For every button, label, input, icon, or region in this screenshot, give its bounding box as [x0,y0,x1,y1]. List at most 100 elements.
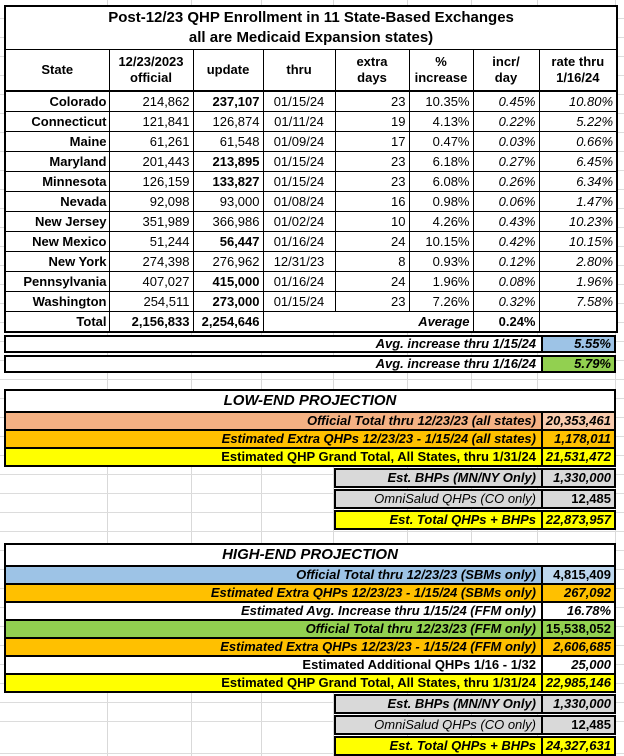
total-official-cell: 2,156,833 [108,311,194,333]
incr-per-day-cell: 0.32% [472,291,540,312]
high-end-row-value: 24,327,631 [541,738,614,754]
low-end-row-4: OmniSalud QHPs (CO only) 12,485 [334,489,616,509]
high-end-row-value: 12,485 [541,717,614,733]
rate-thru-cell: 10.23% [538,211,618,232]
high-end-row-label: Estimated Avg. Increase thru 1/15/24 (FF… [6,603,541,619]
low-end-row-label: Official Total thru 12/23/23 (all states… [6,413,541,429]
official-cell: 254,511 [108,291,194,312]
high-end-row-value: 16.78% [541,603,614,619]
thru-date-cell: 01/15/24 [262,171,336,192]
low-end-row-1: Estimated Extra QHPs 12/23/23 - 1/15/24 … [6,429,614,447]
enrollment-table: Post-12/23 QHP Enrollment in 11 State-Ba… [4,5,619,333]
state-name-cell: New Mexico [4,231,110,252]
extra-days-cell: 23 [334,90,410,112]
high-end-row-label: Official Total thru 12/23/23 (FFM only) [6,621,541,637]
thru-date-cell: 01/08/24 [262,191,336,212]
high-end-row-value: 2,606,685 [541,639,614,655]
rate-thru-cell: 6.45% [538,151,618,172]
incr-per-day-cell: 0.08% [472,271,540,292]
extra-days-cell: 17 [334,131,410,152]
official-cell: 121,841 [108,111,194,132]
low-end-row-value: 1,178,011 [541,431,614,447]
extra-days-cell: 23 [334,171,410,192]
total-row: Total 2,156,833 2,254,646 Average 0.24% [4,311,618,333]
avg-increase-row-1: Avg. increase thru 1/16/24 5.79% [4,355,616,373]
extra-days-cell: 24 [334,231,410,252]
low-end-row-2: Estimated QHP Grand Total, All States, t… [6,447,614,465]
state-name-cell: Maine [4,131,110,152]
incr-per-day-cell: 0.27% [472,151,540,172]
high-end-row-label: Estimated Extra QHPs 12/23/23 - 1/15/24 … [6,639,541,655]
thru-date-cell: 01/02/24 [262,211,336,232]
avg-increase-value: 5.79% [541,357,614,371]
extra-days-cell: 10 [334,211,410,232]
rate-thru-cell: 1.47% [538,191,618,212]
state-name-cell: Colorado [4,90,110,112]
official-cell: 274,398 [108,251,194,272]
high-end-row-0: Official Total thru 12/23/23 (SBMs only)… [6,565,614,583]
col-header-0: State [4,49,110,92]
high-end-row-2: Estimated Avg. Increase thru 1/15/24 (FF… [6,601,614,619]
state-row: New Mexico 51,244 56,447 01/16/24 24 10.15% 0.… [4,231,618,252]
low-end-row-label: Est. Total QHPs + BHPs [336,512,541,528]
spreadsheet: Post-12/23 QHP Enrollment in 11 State-Ba… [4,5,619,756]
rate-thru-cell: 10.80% [538,90,618,112]
thru-date-cell: 01/16/24 [262,231,336,252]
low-end-row-label: Est. BHPs (MN/NY Only) [336,470,541,486]
high-end-row-label: OmniSalud QHPs (CO only) [336,717,541,733]
avg-increase-row-0: Avg. increase thru 1/15/24 5.55% [4,335,616,353]
rate-thru-cell: 0.66% [538,131,618,152]
high-end-row-value: 25,000 [541,657,614,673]
col-header-6: incr/ day [472,49,540,92]
state-row: Nevada 92,098 93,000 01/08/24 16 0.98% 0.06% 1.… [4,191,618,212]
column-header-row: State 12/23/2023 official update thru extra … [4,49,618,92]
high-end-row-5: Estimated Additional QHPs 1/16 - 1/32 25,… [6,655,614,673]
state-name-cell: Minnesota [4,171,110,192]
update-cell: 56,447 [192,231,264,252]
pct-increase-cell: 0.93% [408,251,474,272]
state-row: Washington 254,511 273,000 01/15/24 23 7.26% 0… [4,291,618,312]
low-end-row-0: Official Total thru 12/23/23 (all states… [6,411,614,429]
incr-per-day-cell: 0.45% [472,90,540,112]
thru-date-cell: 01/16/24 [262,271,336,292]
high-end-row-label: Estimated Additional QHPs 1/16 - 1/32 [6,657,541,673]
state-name-cell: Pennsylvania [4,271,110,292]
high-end-row-8: OmniSalud QHPs (CO only) 12,485 [334,715,616,735]
title-row: Post-12/23 QHP Enrollment in 11 State-Ba… [4,5,618,50]
total-label-cell: Total [4,311,110,333]
high-end-row-value: 1,330,000 [541,696,614,712]
high-end-row-value: 15,538,052 [541,621,614,637]
high-end-row-value: 267,092 [541,585,614,601]
thru-date-cell: 01/15/24 [262,291,336,312]
state-name-cell: Washington [4,291,110,312]
state-name-cell: Nevada [4,191,110,212]
update-cell: 213,895 [192,151,264,172]
low-end-row-label: OmniSalud QHPs (CO only) [336,491,541,507]
thru-date-cell: 01/11/24 [262,111,336,132]
title-line-2: all are Medicaid Expansion states) [188,29,434,46]
avg-increase-label: Avg. increase thru 1/16/24 [375,356,536,371]
high-end-box: HIGH-END PROJECTION Official Total thru 1… [4,543,616,693]
update-cell: 366,986 [192,211,264,232]
rate-thru-cell: 1.96% [538,271,618,292]
update-cell: 126,874 [192,111,264,132]
low-end-box: LOW-END PROJECTION Official Total thru 12… [4,389,616,467]
col-header-3: thru [262,49,336,92]
pct-increase-cell: 0.98% [408,191,474,212]
thru-date-cell: 01/15/24 [262,90,336,112]
state-row: New Jersey 351,989 366,986 01/02/24 10 4.26% 0… [4,211,618,232]
total-incr-day-cell: 0.24% [472,311,540,333]
incr-per-day-cell: 0.42% [472,231,540,252]
low-end-header: LOW-END PROJECTION [6,391,614,411]
pct-increase-cell: 1.96% [408,271,474,292]
low-end-row-label: Estimated QHP Grand Total, All States, t… [6,449,541,465]
extra-days-cell: 16 [334,191,410,212]
high-end-row-value: 4,815,409 [541,567,614,583]
pct-increase-cell: 7.26% [408,291,474,312]
rate-thru-cell: 5.22% [538,111,618,132]
pct-increase-cell: 10.35% [408,90,474,112]
extra-days-cell: 8 [334,251,410,272]
thru-date-cell: 01/09/24 [262,131,336,152]
low-end-row-label: Estimated Extra QHPs 12/23/23 - 1/15/24 … [6,431,541,447]
state-row: Maryland 201,443 213,895 01/15/24 23 6.18% 0.2… [4,151,618,172]
